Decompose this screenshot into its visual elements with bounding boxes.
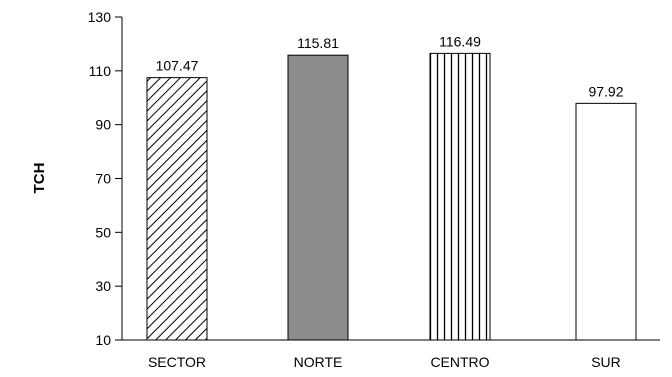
bars-group xyxy=(146,52,637,341)
bar-sector xyxy=(146,77,208,341)
x-axis-labels: SECTOR NORTE CENTRO SUR xyxy=(148,354,621,370)
x-tick-label-norte: NORTE xyxy=(294,354,343,370)
x-tick-label-sector: SECTOR xyxy=(148,354,206,370)
y-tick-label: 90 xyxy=(95,117,111,133)
data-label-centro: 116.49 xyxy=(439,33,481,49)
bar-norte xyxy=(287,54,349,341)
y-tick-label: 30 xyxy=(95,278,111,294)
y-tick-label: 10 xyxy=(95,332,111,348)
bar-sur xyxy=(575,102,637,341)
y-axis: 10 30 50 70 90 110 130 xyxy=(88,9,122,348)
x-tick-label-sur: SUR xyxy=(591,354,621,370)
y-tick-label: 50 xyxy=(95,224,111,240)
data-label-norte: 115.81 xyxy=(297,35,339,51)
y-tick-label: 110 xyxy=(89,63,112,79)
bar-centro xyxy=(429,52,491,341)
data-labels-group: 107.47 115.81 116.49 97.92 xyxy=(156,33,624,99)
y-tick-label: 130 xyxy=(88,9,112,25)
data-label-sector: 107.47 xyxy=(156,58,199,74)
y-tick-label: 70 xyxy=(95,171,111,187)
data-label-sur: 97.92 xyxy=(588,83,623,99)
x-tick-label-centro: CENTRO xyxy=(430,354,489,370)
y-axis-title: TCH xyxy=(31,163,48,194)
